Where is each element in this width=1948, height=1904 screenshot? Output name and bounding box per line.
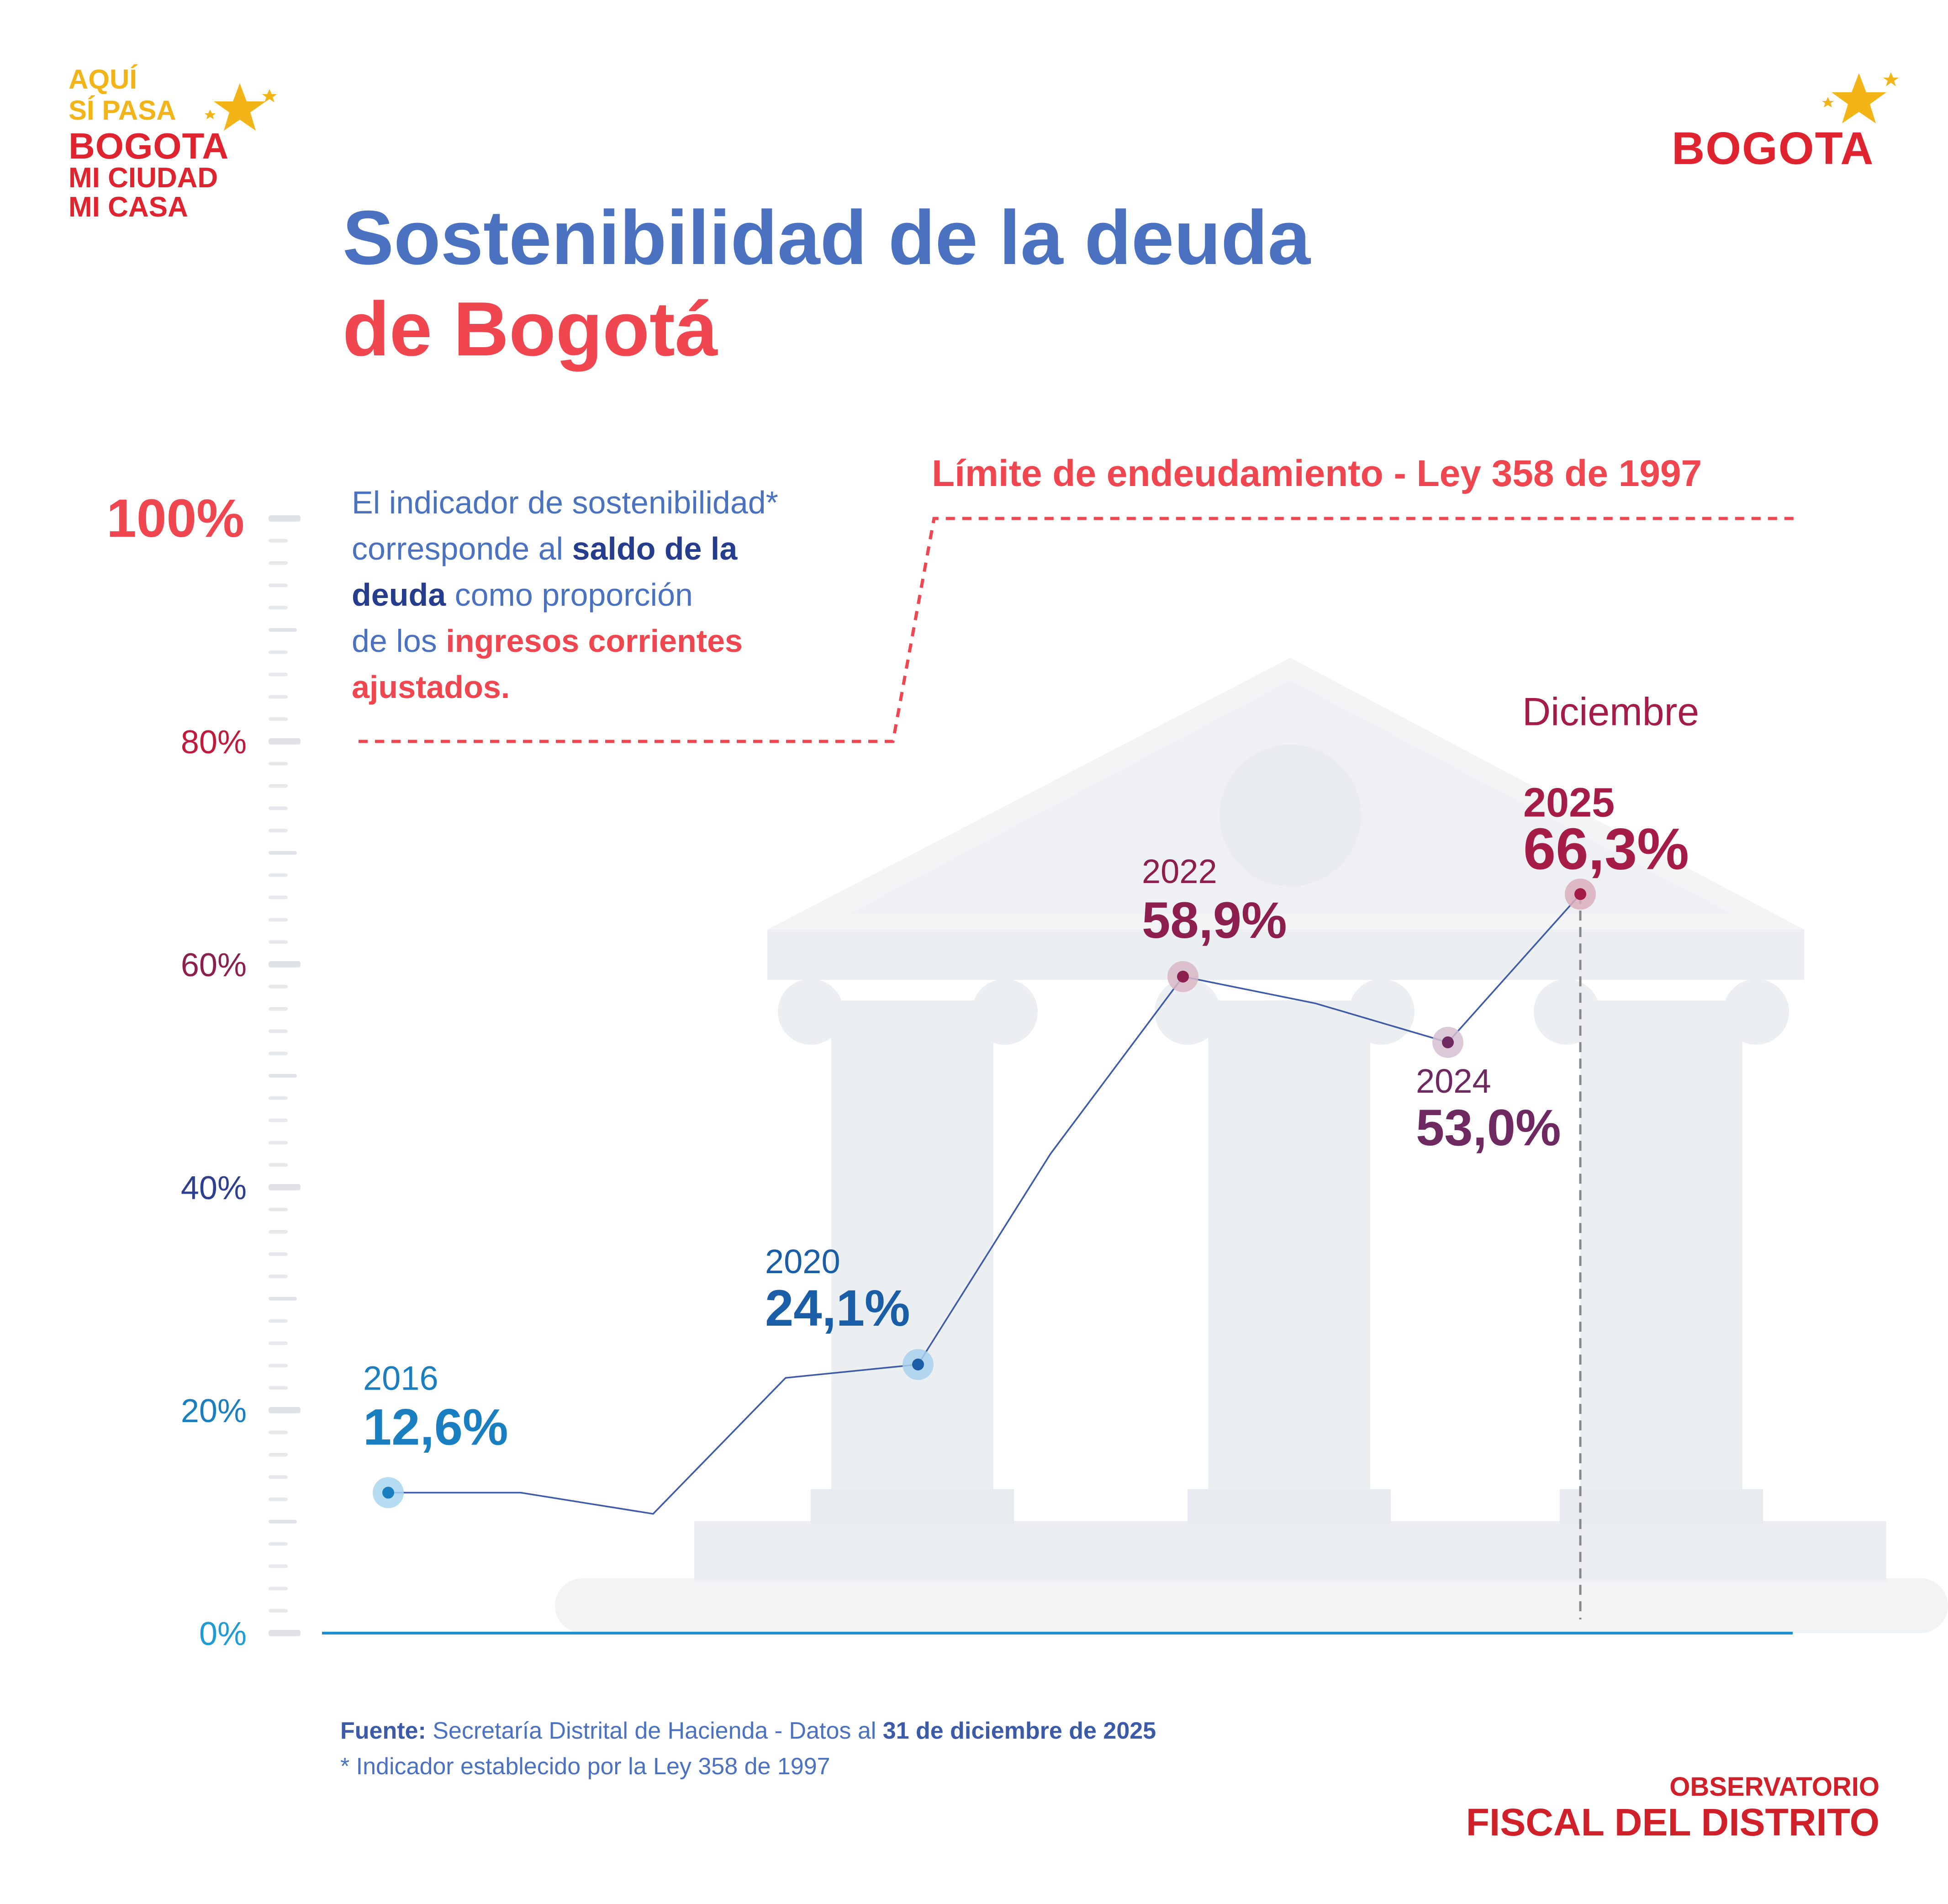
data-label-year: 2020 (765, 1243, 840, 1280)
y-tick (269, 1118, 288, 1122)
y-tick (269, 1587, 288, 1591)
y-tick (269, 515, 301, 522)
y-tick (269, 1052, 288, 1056)
y-tick (269, 695, 288, 699)
y-tick (269, 1341, 288, 1345)
y-tick-label: 40% (181, 1170, 247, 1206)
y-tick (269, 1630, 301, 1636)
y-tick (269, 873, 288, 877)
observatorio-logo: OBSERVATORIO FISCAL DEL DISTRITO (1466, 1772, 1879, 1844)
data-label-year: 2022 (1142, 852, 1217, 890)
data-label-value: 66,3% (1523, 816, 1689, 882)
data-label-year: 2016 (363, 1359, 438, 1397)
y-tick (269, 762, 288, 766)
source-note: Fuente: Secretaría Distrital de Hacienda… (340, 1718, 1156, 1780)
data-label-value: 53,0% (1416, 1099, 1561, 1156)
indicator-note: El indicador de sostenibilidad* correspo… (352, 485, 778, 705)
y-tick (269, 851, 297, 855)
y-tick (269, 895, 288, 899)
y-tick (269, 1475, 288, 1479)
y-tick (269, 1609, 288, 1613)
y-tick (269, 940, 288, 944)
y-tick (269, 583, 288, 587)
logo-aqui-si-pasa-bogota: AQUÍ SÍ PASA BOGOTA MI CIUDAD MI CASA (69, 64, 279, 223)
star-icon (1822, 72, 1899, 123)
y-tick (269, 717, 288, 721)
y-tick (269, 1275, 288, 1279)
y-tick (269, 650, 288, 654)
data-label-month: Diciembre (1522, 690, 1699, 734)
data-label-year: 2024 (1416, 1062, 1491, 1100)
y-tick-label: 60% (181, 947, 247, 984)
y-tick (269, 1520, 297, 1523)
data-label-value: 24,1% (765, 1280, 910, 1337)
y-tick (269, 539, 288, 543)
footnote: * Indicador establecido por la Ley 358 d… (340, 1753, 830, 1780)
star-icon (205, 83, 277, 131)
data-points (373, 878, 1596, 1508)
government-building-illustration (555, 658, 1948, 1633)
logo-left-mi-ciudad: MI CIUDAD MI CASA (69, 162, 218, 223)
y-tick (269, 984, 288, 989)
y-tick (269, 1386, 288, 1390)
y-tick (269, 806, 288, 810)
y-tick-label: 100% (106, 488, 244, 549)
y-tick (269, 606, 288, 610)
y-tick (269, 1407, 301, 1413)
debt-indicator-line (388, 894, 1581, 1515)
y-tick-label: 0% (199, 1616, 247, 1652)
limit-line (359, 517, 1795, 743)
page-title-line2: de Bogotá (343, 286, 718, 372)
y-tick-label: 20% (181, 1393, 247, 1429)
y-tick (269, 1074, 297, 1078)
y-axis-ticks (269, 515, 301, 1636)
data-label-value: 58,9% (1142, 892, 1287, 949)
data-label-value: 12,6% (363, 1399, 508, 1456)
page-title-line1: Sostenibilidad de la deuda (343, 195, 1311, 280)
y-tick (269, 561, 288, 565)
y-tick-label: 80% (181, 724, 247, 761)
data-point (1177, 970, 1189, 983)
data-point (912, 1358, 924, 1370)
y-tick (269, 1364, 288, 1368)
y-tick (269, 1096, 288, 1100)
logo-bogota: BOGOTA (1672, 69, 1900, 183)
y-tick (269, 918, 288, 922)
logo-left-line1: AQUÍ SÍ PASA (69, 64, 176, 126)
data-point (382, 1486, 394, 1499)
y-tick (269, 1542, 288, 1546)
y-tick (269, 1319, 288, 1323)
y-tick (269, 1453, 288, 1457)
data-point (1574, 888, 1586, 900)
y-tick (269, 628, 297, 632)
logo-left-bogota: BOGOTA (69, 126, 229, 166)
y-tick (269, 1184, 301, 1190)
y-tick (269, 829, 288, 833)
y-tick (269, 1141, 288, 1145)
y-tick (269, 1252, 288, 1256)
y-tick (269, 1007, 288, 1011)
y-tick (269, 1163, 288, 1167)
limit-label: Límite de endeudamiento - Ley 358 de 199… (932, 453, 1702, 494)
data-label-year: 2025 (1523, 780, 1615, 825)
y-tick (269, 1430, 288, 1434)
data-point (1442, 1036, 1454, 1048)
y-tick (269, 672, 288, 677)
y-tick (269, 1564, 288, 1568)
y-tick (269, 738, 301, 745)
y-tick (269, 1029, 288, 1033)
y-tick (269, 1497, 288, 1502)
y-tick (269, 784, 288, 788)
y-tick (269, 961, 301, 968)
y-axis-labels: 0% 20% 40% 60% 80% 100% (106, 488, 247, 1652)
y-tick (269, 1207, 288, 1211)
y-tick (269, 1230, 288, 1234)
y-tick (269, 1297, 297, 1301)
